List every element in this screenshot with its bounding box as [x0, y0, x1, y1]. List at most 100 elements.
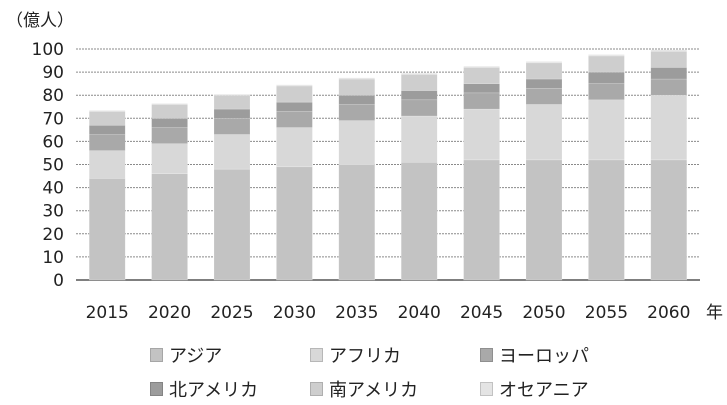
- bar-segment: [650, 94, 688, 161]
- bar-segment: [650, 51, 688, 68]
- legend-item-south-america: 南アメリカ: [310, 376, 480, 402]
- legend-label-north-america: 北アメリカ: [169, 380, 259, 401]
- y-axis-ticks: 0 10 20 30 40 50 60 70 80 90 100: [32, 40, 64, 291]
- legend-item-africa: アフリカ: [310, 342, 480, 368]
- x-tick-label: 2020: [148, 303, 191, 323]
- bar-segment: [400, 161, 438, 281]
- x-tick-label: 2050: [522, 303, 565, 323]
- bar-segment: [650, 78, 688, 96]
- legend-label-africa: アフリカ: [329, 346, 401, 367]
- bar-segment: [88, 110, 126, 112]
- bar-segment: [463, 108, 500, 161]
- y-tick-label: 10: [42, 248, 64, 268]
- bar-segment: [213, 118, 251, 135]
- bar-segment: [338, 94, 376, 105]
- bar-segment: [588, 71, 625, 84]
- bar-segment: [400, 115, 438, 163]
- bar-segment: [151, 118, 188, 128]
- y-tick-label: 0: [53, 271, 64, 291]
- legend-item-asia: アジア: [150, 342, 310, 368]
- x-axis-ticks: 2015 2020 2025 2030 2035 2040 2045 2050 2055 2060: [86, 303, 691, 323]
- bar-segment: [276, 101, 313, 112]
- bar-segment: [213, 94, 251, 96]
- bar-segment: [463, 67, 500, 84]
- x-tick-label: 2055: [585, 303, 628, 323]
- bar-segment: [338, 104, 376, 121]
- bar-segment: [88, 134, 126, 151]
- bar-segment: [463, 159, 500, 281]
- legend-row-1: アジア アフリカ ヨーロッパ: [150, 342, 650, 368]
- legend-item-oceania: オセアニア: [480, 376, 650, 402]
- bar-segment: [588, 159, 625, 281]
- bar-segment: [276, 84, 313, 87]
- x-tick-label: 2035: [335, 303, 378, 323]
- bar-segment: [151, 143, 188, 174]
- bar-segment: [338, 120, 376, 165]
- bar-segment: [525, 62, 563, 80]
- bar-segment: [213, 168, 251, 281]
- bar-segment: [88, 178, 126, 281]
- bar-segment: [463, 83, 500, 94]
- bar-segment: [276, 166, 313, 281]
- bar-segment: [463, 92, 500, 110]
- bar-segment: [213, 94, 251, 110]
- legend-swatch-asia: [150, 348, 163, 362]
- bar-segment: [588, 54, 625, 57]
- bar-segment: [88, 124, 126, 135]
- legend-swatch-oceania: [480, 382, 493, 396]
- x-tick-label: 2030: [273, 303, 316, 323]
- legend-swatch-africa: [310, 348, 323, 362]
- y-tick-label: 70: [42, 109, 64, 129]
- bar-segment: [88, 150, 126, 179]
- bar-segment: [213, 134, 251, 170]
- bar-segment: [588, 83, 625, 101]
- bar-segment: [400, 90, 438, 101]
- bar-segment: [338, 164, 376, 281]
- y-tick-label: 40: [42, 179, 64, 199]
- legend-swatch-south-america: [310, 382, 323, 396]
- legend-label-oceania: オセアニア: [499, 380, 589, 401]
- legend-swatch-north-america: [150, 382, 163, 396]
- bar-segment: [338, 78, 376, 96]
- bars: [88, 49, 688, 281]
- legend-item-europe: ヨーロッパ: [480, 342, 650, 368]
- legend-row-2: 北アメリカ 南アメリカ オセアニア: [150, 376, 650, 402]
- x-tick-label: 2045: [460, 303, 503, 323]
- bar-segment: [88, 111, 126, 126]
- bar-segment: [588, 99, 625, 161]
- bar-segment: [276, 111, 313, 128]
- y-tick-label: 100: [32, 40, 64, 60]
- bar-segment: [151, 103, 188, 105]
- bar-segment: [276, 127, 313, 168]
- x-tick-label: 2060: [647, 303, 690, 323]
- bar-segment: [463, 66, 500, 68]
- x-axis-label: 年: [706, 303, 723, 323]
- y-tick-label: 90: [42, 63, 64, 83]
- y-tick-label: 60: [42, 132, 64, 152]
- legend-swatch-europe: [480, 348, 493, 362]
- legend-label-south-america: 南アメリカ: [329, 380, 419, 401]
- bar-segment: [338, 77, 376, 80]
- x-tick-label: 2015: [86, 303, 129, 323]
- bar-segment: [400, 99, 438, 117]
- y-axis-label: （億人）: [6, 11, 74, 31]
- x-tick-label: 2040: [398, 303, 441, 323]
- bar-segment: [276, 85, 313, 103]
- bar-segment: [525, 78, 563, 89]
- y-tick-label: 80: [42, 86, 64, 106]
- y-tick-label: 50: [42, 156, 64, 176]
- x-tick-label: 2025: [210, 303, 253, 323]
- bar-segment: [151, 127, 188, 144]
- bar-segment: [650, 67, 688, 80]
- bar-segment: [588, 55, 625, 73]
- bar-segment: [151, 104, 188, 119]
- bar-segment: [213, 108, 251, 119]
- y-tick-label: 30: [42, 202, 64, 222]
- bar-segment: [400, 73, 438, 75]
- bar-segment: [650, 159, 688, 281]
- bar-segment: [525, 104, 563, 161]
- bar-segment: [525, 61, 563, 64]
- bar-segment: [650, 49, 688, 52]
